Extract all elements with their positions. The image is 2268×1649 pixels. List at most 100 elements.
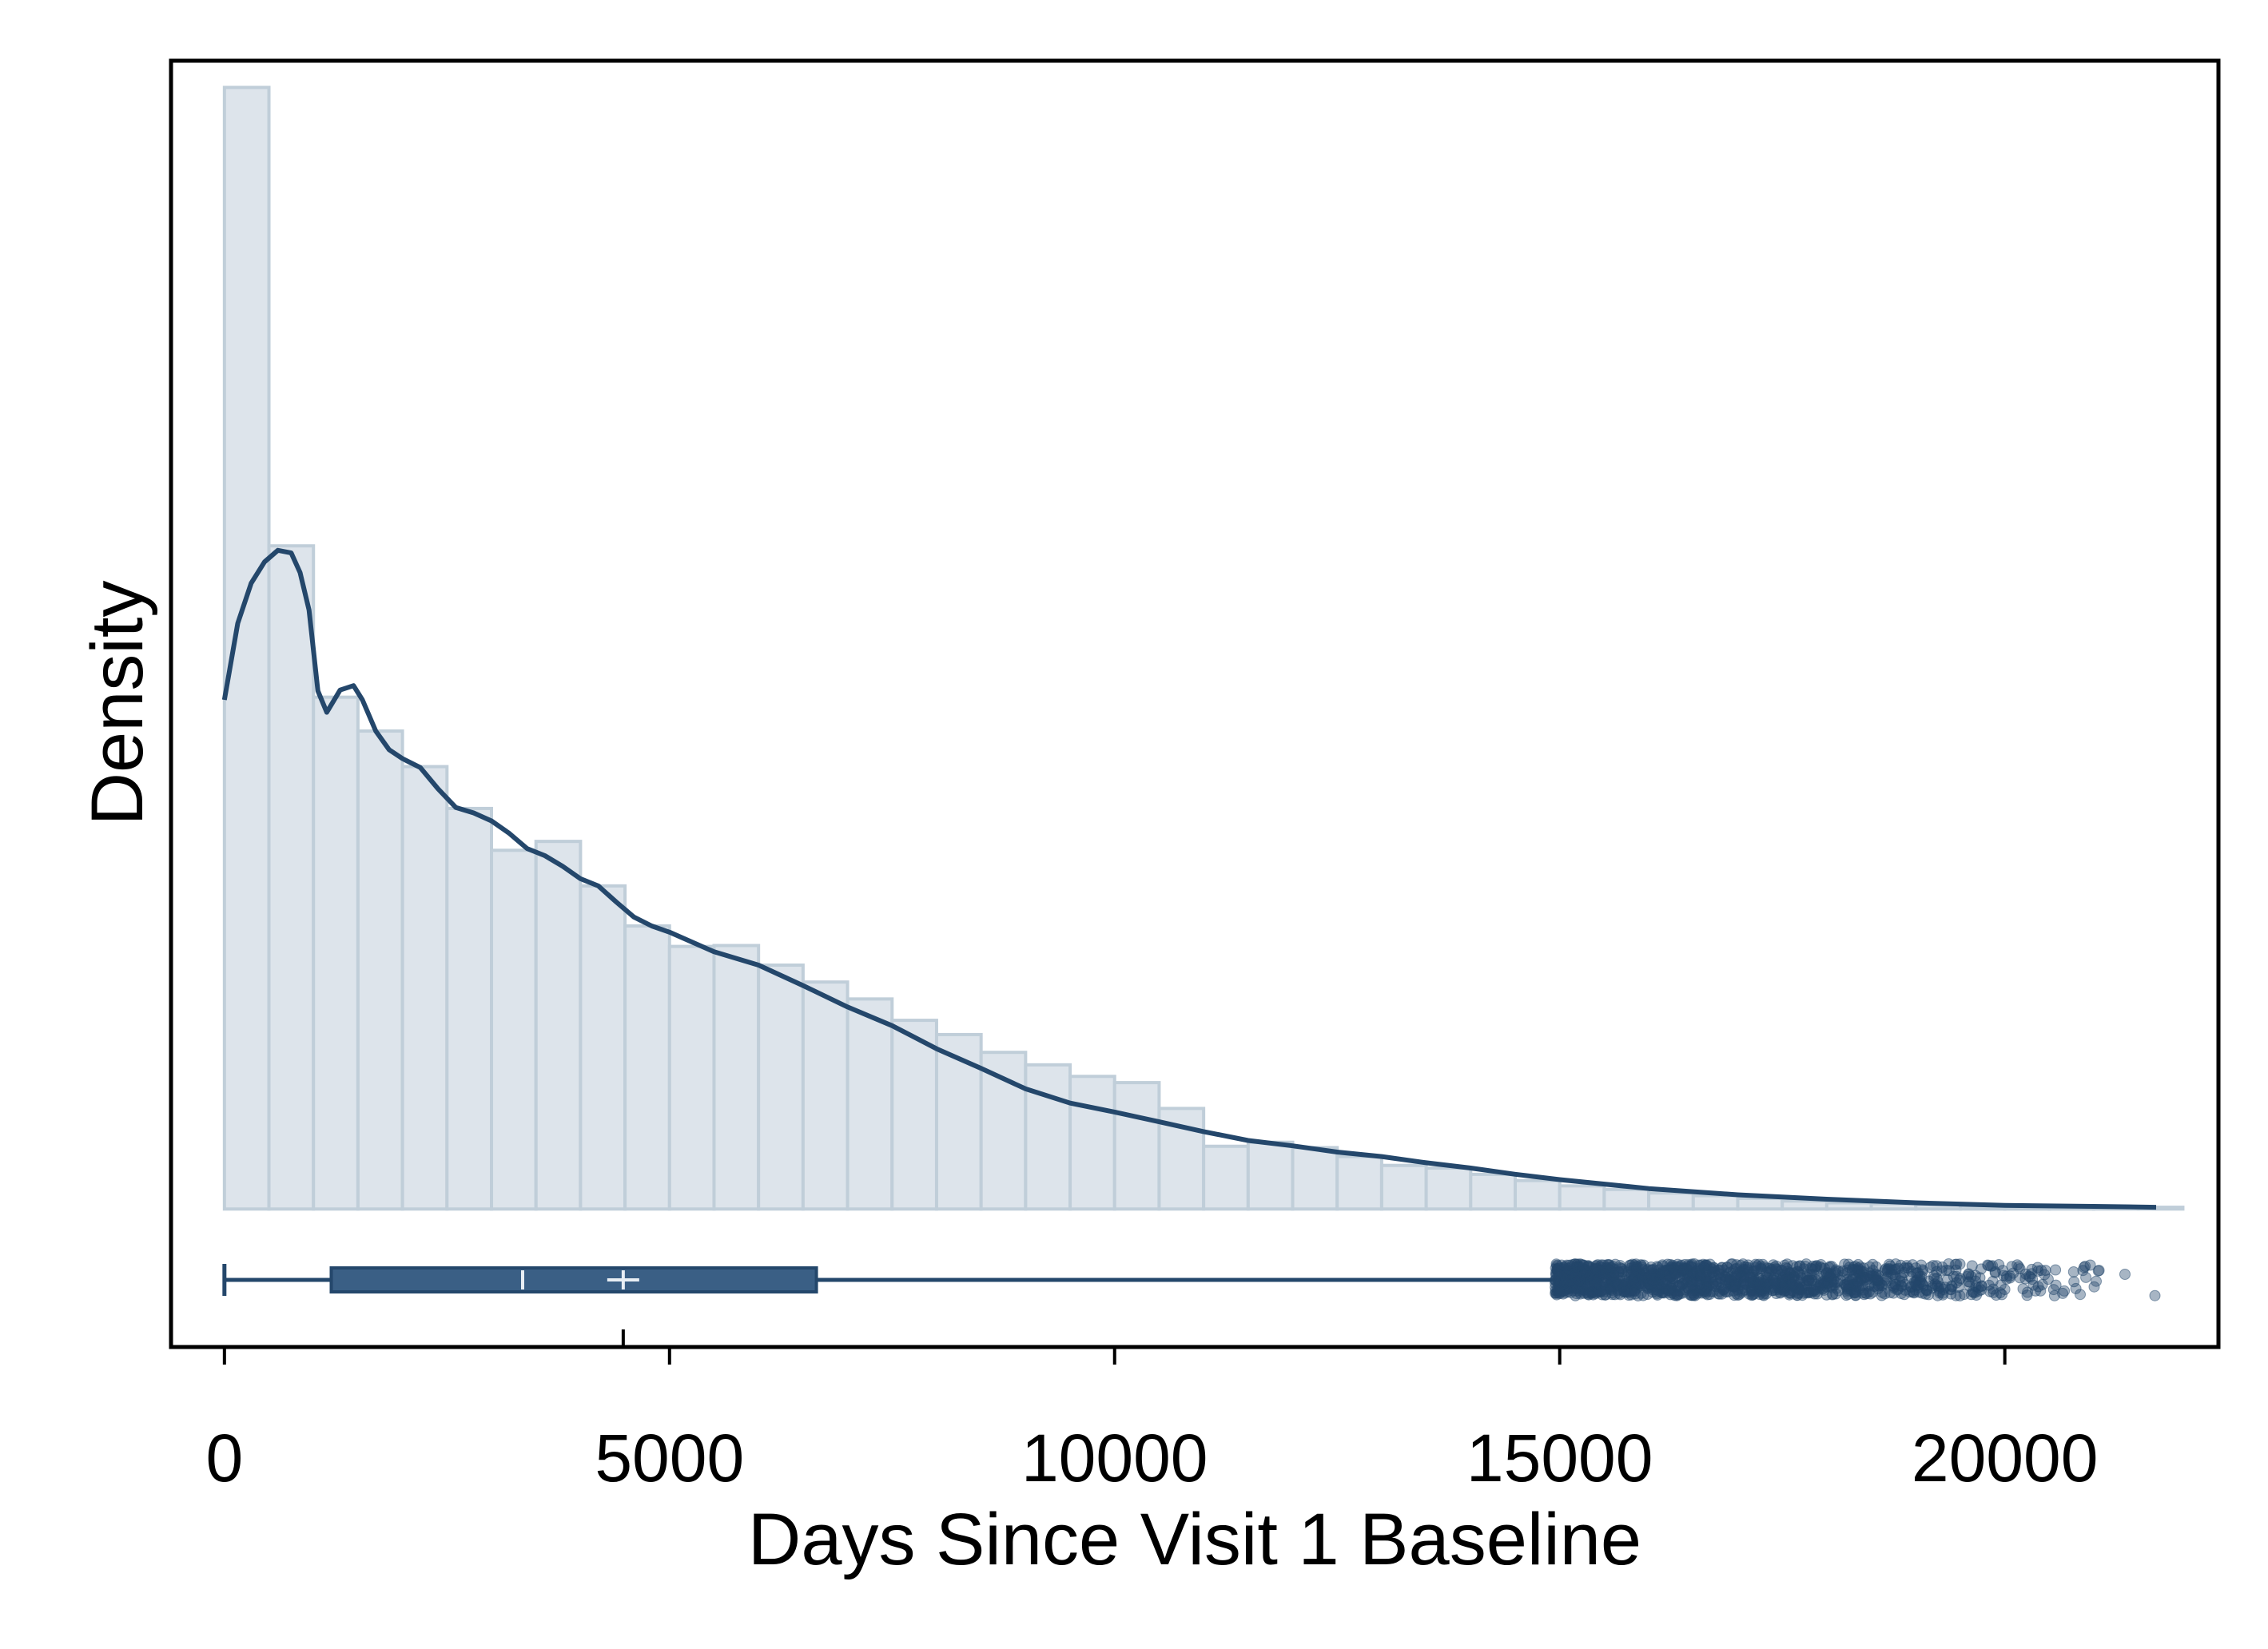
outlier-point (1624, 1286, 1636, 1298)
outlier-point (1651, 1288, 1663, 1300)
x-axis-title: Days Since Visit 1 Baseline (748, 1499, 1641, 1580)
histogram-bar (1379, 1163, 1428, 1211)
outlier-point (1945, 1288, 1957, 1300)
histogram-bar (1068, 1075, 1116, 1211)
outlier-point (1691, 1276, 1703, 1288)
outlier-point (1611, 1278, 1622, 1289)
outlier-point (2000, 1270, 2012, 1282)
outlier-point (2149, 1289, 2161, 1301)
outlier-point (1574, 1275, 1586, 1287)
histogram-bar (579, 884, 627, 1211)
histogram-bar (267, 544, 316, 1211)
histogram-bar (846, 997, 894, 1211)
outlier-point (1848, 1264, 1860, 1276)
histogram-bar (1558, 1184, 1606, 1211)
outlier-point (1739, 1261, 1751, 1273)
outlier-point (1983, 1260, 1995, 1272)
outlier-point (1924, 1262, 1936, 1274)
histogram-bar (1691, 1194, 1740, 1211)
x-tick-label: 20000 (1912, 1421, 2099, 1496)
outlier-point (1954, 1289, 1966, 1301)
histogram-bar (1647, 1191, 1695, 1211)
outlier-point (2067, 1266, 2079, 1277)
outlier-point (1786, 1279, 1797, 1291)
outlier-point (1552, 1260, 1563, 1272)
outlier-point (2042, 1274, 2054, 1285)
histogram-bar (1024, 1063, 1072, 1211)
outlier-point (2022, 1286, 2034, 1298)
outlier-point (1840, 1279, 1852, 1291)
outlier-point (2017, 1283, 2029, 1295)
outlier-point (1793, 1260, 1805, 1272)
outlier-point (2039, 1269, 2051, 1281)
outlier-point (1848, 1270, 1860, 1282)
histogram-bar (1112, 1081, 1161, 1211)
outlier-point (1672, 1258, 1684, 1270)
outlier-point (2000, 1273, 2012, 1285)
outlier-point (1554, 1284, 1566, 1296)
outlier-point (1652, 1270, 1664, 1281)
outlier-point (1864, 1267, 1876, 1279)
outlier-point (1550, 1267, 1562, 1279)
outlier-point (1627, 1276, 1639, 1288)
histogram-bar (490, 848, 538, 1211)
outlier-point (1594, 1280, 1606, 1292)
outlier-point (1713, 1269, 1725, 1281)
outlier-point (1566, 1259, 1578, 1270)
outlier-point (1768, 1274, 1780, 1286)
outlier-point (1824, 1262, 1835, 1274)
box-iqr (329, 1266, 818, 1293)
outlier-point (1583, 1280, 1595, 1291)
outlier-point (2050, 1264, 2062, 1276)
outlier-point (2093, 1265, 2105, 1277)
histogram-bar (312, 695, 360, 1211)
outlier-point (1653, 1269, 1665, 1281)
plot-frame (169, 58, 2221, 1349)
x-axis: 0 5000 10000 15000 20000 (205, 1329, 2098, 1496)
outlier-point (1729, 1270, 1741, 1281)
outlier-point (1561, 1259, 1573, 1271)
histogram-bar (445, 806, 494, 1211)
outlier-point (1863, 1285, 1875, 1297)
outlier-point (1574, 1260, 1585, 1272)
outlier-points (1550, 1258, 2161, 1301)
outlier-point (1921, 1285, 1933, 1297)
outlier-point (1698, 1284, 1710, 1296)
outlier-point (2119, 1269, 2131, 1280)
outlier-point (1898, 1289, 1910, 1301)
outlier-point (1951, 1270, 1963, 1282)
outlier-point (2057, 1287, 2069, 1299)
outlier-point (2088, 1281, 2100, 1293)
outlier-point (1932, 1289, 1944, 1301)
outlier-point (1685, 1289, 1697, 1301)
outlier-point (1794, 1276, 1806, 1288)
outlier-point (2032, 1265, 2044, 1277)
outlier-point (1834, 1274, 1846, 1286)
outlier-point (1839, 1258, 1851, 1270)
outlier-point (1936, 1262, 1948, 1273)
outlier-point (1716, 1262, 1728, 1274)
histogram-bar (1424, 1166, 1473, 1211)
outlier-point (1768, 1278, 1780, 1289)
outlier-point (2019, 1273, 2031, 1285)
outlier-point (1864, 1261, 1876, 1273)
histogram-bar (979, 1051, 1028, 1211)
outlier-point (1943, 1258, 1955, 1270)
histogram-bar (400, 765, 449, 1211)
outlier-point (1958, 1289, 1970, 1301)
outlier-point (1996, 1289, 2007, 1301)
outlier-point (1570, 1281, 1582, 1293)
histogram-bar (1335, 1154, 1383, 1211)
outlier-point (1761, 1266, 1773, 1277)
outlier-point (1787, 1285, 1799, 1297)
outlier-point (1705, 1285, 1717, 1297)
outlier-point (1713, 1277, 1725, 1289)
outlier-point (1806, 1274, 1818, 1286)
outlier-point (1907, 1259, 1919, 1271)
outlier-point (1749, 1258, 1761, 1270)
outlier-point (1578, 1259, 1590, 1271)
outlier-point (2070, 1282, 2082, 1294)
histogram-bar (1736, 1196, 1785, 1211)
outlier-point (1982, 1259, 1994, 1271)
outlier-point (1745, 1272, 1757, 1284)
